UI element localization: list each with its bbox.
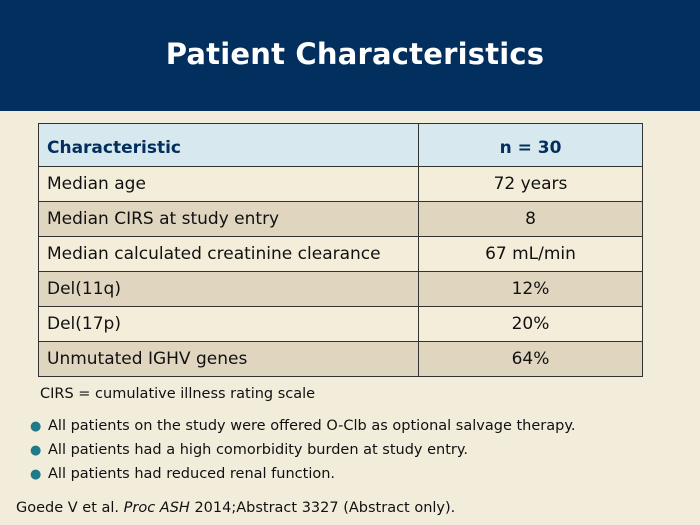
row-label: Median age (38, 166, 419, 202)
bullet-icon: ● (30, 443, 42, 458)
header-characteristic: Characteristic (38, 123, 419, 167)
table-header-row: Characteristic n = 30 (38, 123, 643, 167)
list-item: ● All patients had reduced renal function… (30, 462, 575, 486)
row-value: 72 years (418, 166, 643, 202)
bullet-text: All patients on the study were offered O… (48, 418, 576, 434)
table-row: Median age 72 years (38, 166, 643, 202)
row-value: 67 mL/min (418, 236, 643, 272)
slide-title: Patient Characteristics (165, 37, 545, 71)
footnote: CIRS = cumulative illness rating scale (40, 386, 316, 402)
reference: Goede V et al. Proc ASH 2014;Abstract 33… (16, 500, 455, 516)
bullet-icon: ● (30, 467, 42, 482)
bullet-icon: ● (30, 419, 42, 434)
header-n: n = 30 (418, 123, 643, 167)
row-label: Unmutated IGHV genes (38, 341, 419, 377)
row-label: Del(11q) (38, 271, 419, 307)
table-row: Del(11q) 12% (38, 271, 643, 307)
row-label: Median CIRS at study entry (38, 201, 419, 237)
reference-authors: Goede V et al. (16, 500, 120, 516)
table-row: Unmutated IGHV genes 64% (38, 341, 643, 377)
reference-details: 2014;Abstract 3327 (Abstract only). (194, 500, 456, 516)
list-item: ● All patients had a high comorbidity bur… (30, 438, 575, 462)
row-value: 8 (418, 201, 643, 237)
characteristics-table: Characteristic n = 30 Median age 72 year… (38, 123, 643, 377)
bullet-text: All patients had a high comorbidity burd… (48, 442, 469, 458)
reference-journal: Proc ASH (123, 500, 190, 516)
bullet-text: All patients had reduced renal function. (48, 466, 336, 482)
row-value: 20% (418, 306, 643, 342)
list-item: ● All patients on the study were offered … (30, 414, 575, 438)
row-value: 12% (418, 271, 643, 307)
bullet-list: ● All patients on the study were offered … (30, 414, 575, 486)
row-label: Median calculated creatinine clearance (38, 236, 419, 272)
table-row: Del(17p) 20% (38, 306, 643, 342)
row-value: 64% (418, 341, 643, 377)
table-row: Median calculated creatinine clearance 6… (38, 236, 643, 272)
row-label: Del(17p) (38, 306, 419, 342)
table-row: Median CIRS at study entry 8 (38, 201, 643, 237)
title-bar (0, 0, 700, 111)
